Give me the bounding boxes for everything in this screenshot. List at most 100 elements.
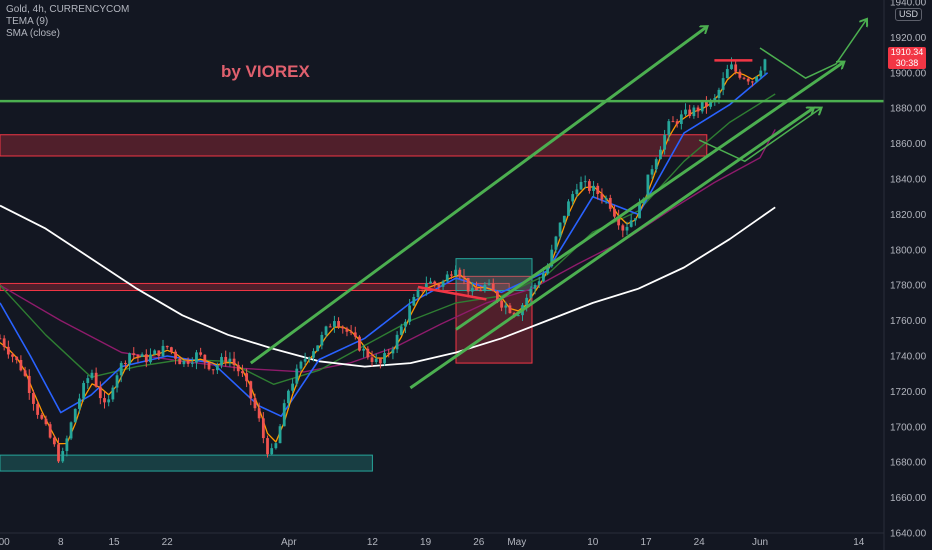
price-tick-label: 1820.00 [890,210,927,221]
price-tick-label: 1700.00 [890,422,927,433]
price-tick-label: 1720.00 [890,387,927,398]
author-watermark: by VIOREX [221,62,310,81]
last-price-value: 1910.34 [890,47,924,57]
candle-body [186,360,190,364]
candle-body [675,121,679,124]
candle-body [450,274,453,276]
time-tick-label: 19 [420,537,432,548]
candle-body [211,369,215,371]
candle-body [696,107,700,112]
candle-body [358,336,361,351]
candle-body [174,351,177,359]
time-tick-label: Jun [752,537,768,548]
candle-body [61,451,65,462]
candle-body [391,349,395,354]
price-tick-label: 1920.00 [890,33,927,44]
channel-line-upper [249,27,707,365]
candle-body [23,370,27,376]
candle-body [684,109,687,115]
candle-body [700,102,704,112]
candle-body [705,102,708,107]
candle-body [78,398,81,409]
candle-body [583,181,587,183]
candle-body [270,448,274,455]
candle-body [307,357,311,360]
candle-body [182,360,186,365]
price-tick-label: 1660.00 [890,493,927,504]
candle-body [207,362,211,370]
candle-body [324,326,328,335]
candle-body [333,321,336,327]
candle-body [445,274,449,282]
channel-line-lower [455,62,844,331]
candle-body [111,387,115,400]
candle-body [374,358,378,362]
currency-unit-badge[interactable]: USD [894,8,922,21]
candle-body [157,350,161,357]
candle-body [659,149,662,160]
candle-body [537,281,541,285]
candle-body [483,284,487,291]
zone-demand-2 [0,454,373,472]
candle-body [730,64,733,70]
candle-body [412,296,416,306]
candle-body [408,305,412,322]
symbol-label[interactable]: Gold, 4h, CURRENCYCOM [6,4,130,15]
candle-body [328,326,332,328]
time-tick-label: May [507,537,526,548]
candle-body [399,326,403,335]
candle-body [291,383,294,391]
candle-body [257,408,261,419]
ma-purple-line [0,129,776,373]
candle-body [6,346,10,355]
candle-body [149,354,152,363]
candle-body [600,193,604,200]
candle-body [571,194,575,202]
indicator-tema-label[interactable]: TEMA (9) [6,16,49,27]
candle-body [345,328,349,332]
candle-body [98,386,102,399]
sma-line [0,204,776,368]
candle-body [224,356,228,362]
candle-body [387,353,391,355]
candle-body [249,381,253,399]
candle-body [124,362,127,364]
candle-body [763,59,767,71]
time-tick-label: 10 [587,537,599,548]
time-tick-label: 14 [853,537,865,548]
candle-body [383,353,386,364]
candle-body [533,284,537,289]
candle-body [562,215,566,223]
time-tick-label: 22 [162,537,174,548]
candle-body [153,350,157,355]
candle-body [550,249,554,267]
candle-body [567,201,570,216]
time-tick-label: 17 [640,537,652,548]
indicator-sma-label[interactable]: SMA (close) [6,28,60,39]
projection-arrow-0 [759,20,866,79]
candle-body [90,372,94,379]
candle-body [646,174,650,199]
candle-body [232,358,236,365]
drawings-layer [0,20,884,390]
candle-body [667,121,671,135]
candle-body [169,347,173,352]
candle-body [203,354,207,363]
candle-body [278,426,282,444]
candle-body [475,288,478,291]
candle-body [441,281,445,287]
candle-body [312,351,315,358]
candle-body [36,403,40,415]
candle-body [65,438,69,452]
candle-body [215,365,219,371]
time-tick-label: Apr [281,537,297,548]
time-tick-label: 15 [108,537,120,548]
candle-body [82,383,85,399]
candle-body [679,114,683,124]
candle-body [32,392,35,404]
candle-body [274,443,278,449]
candle-body [303,359,307,362]
price-tick-label: 1760.00 [890,316,927,327]
candle-body [454,269,458,276]
